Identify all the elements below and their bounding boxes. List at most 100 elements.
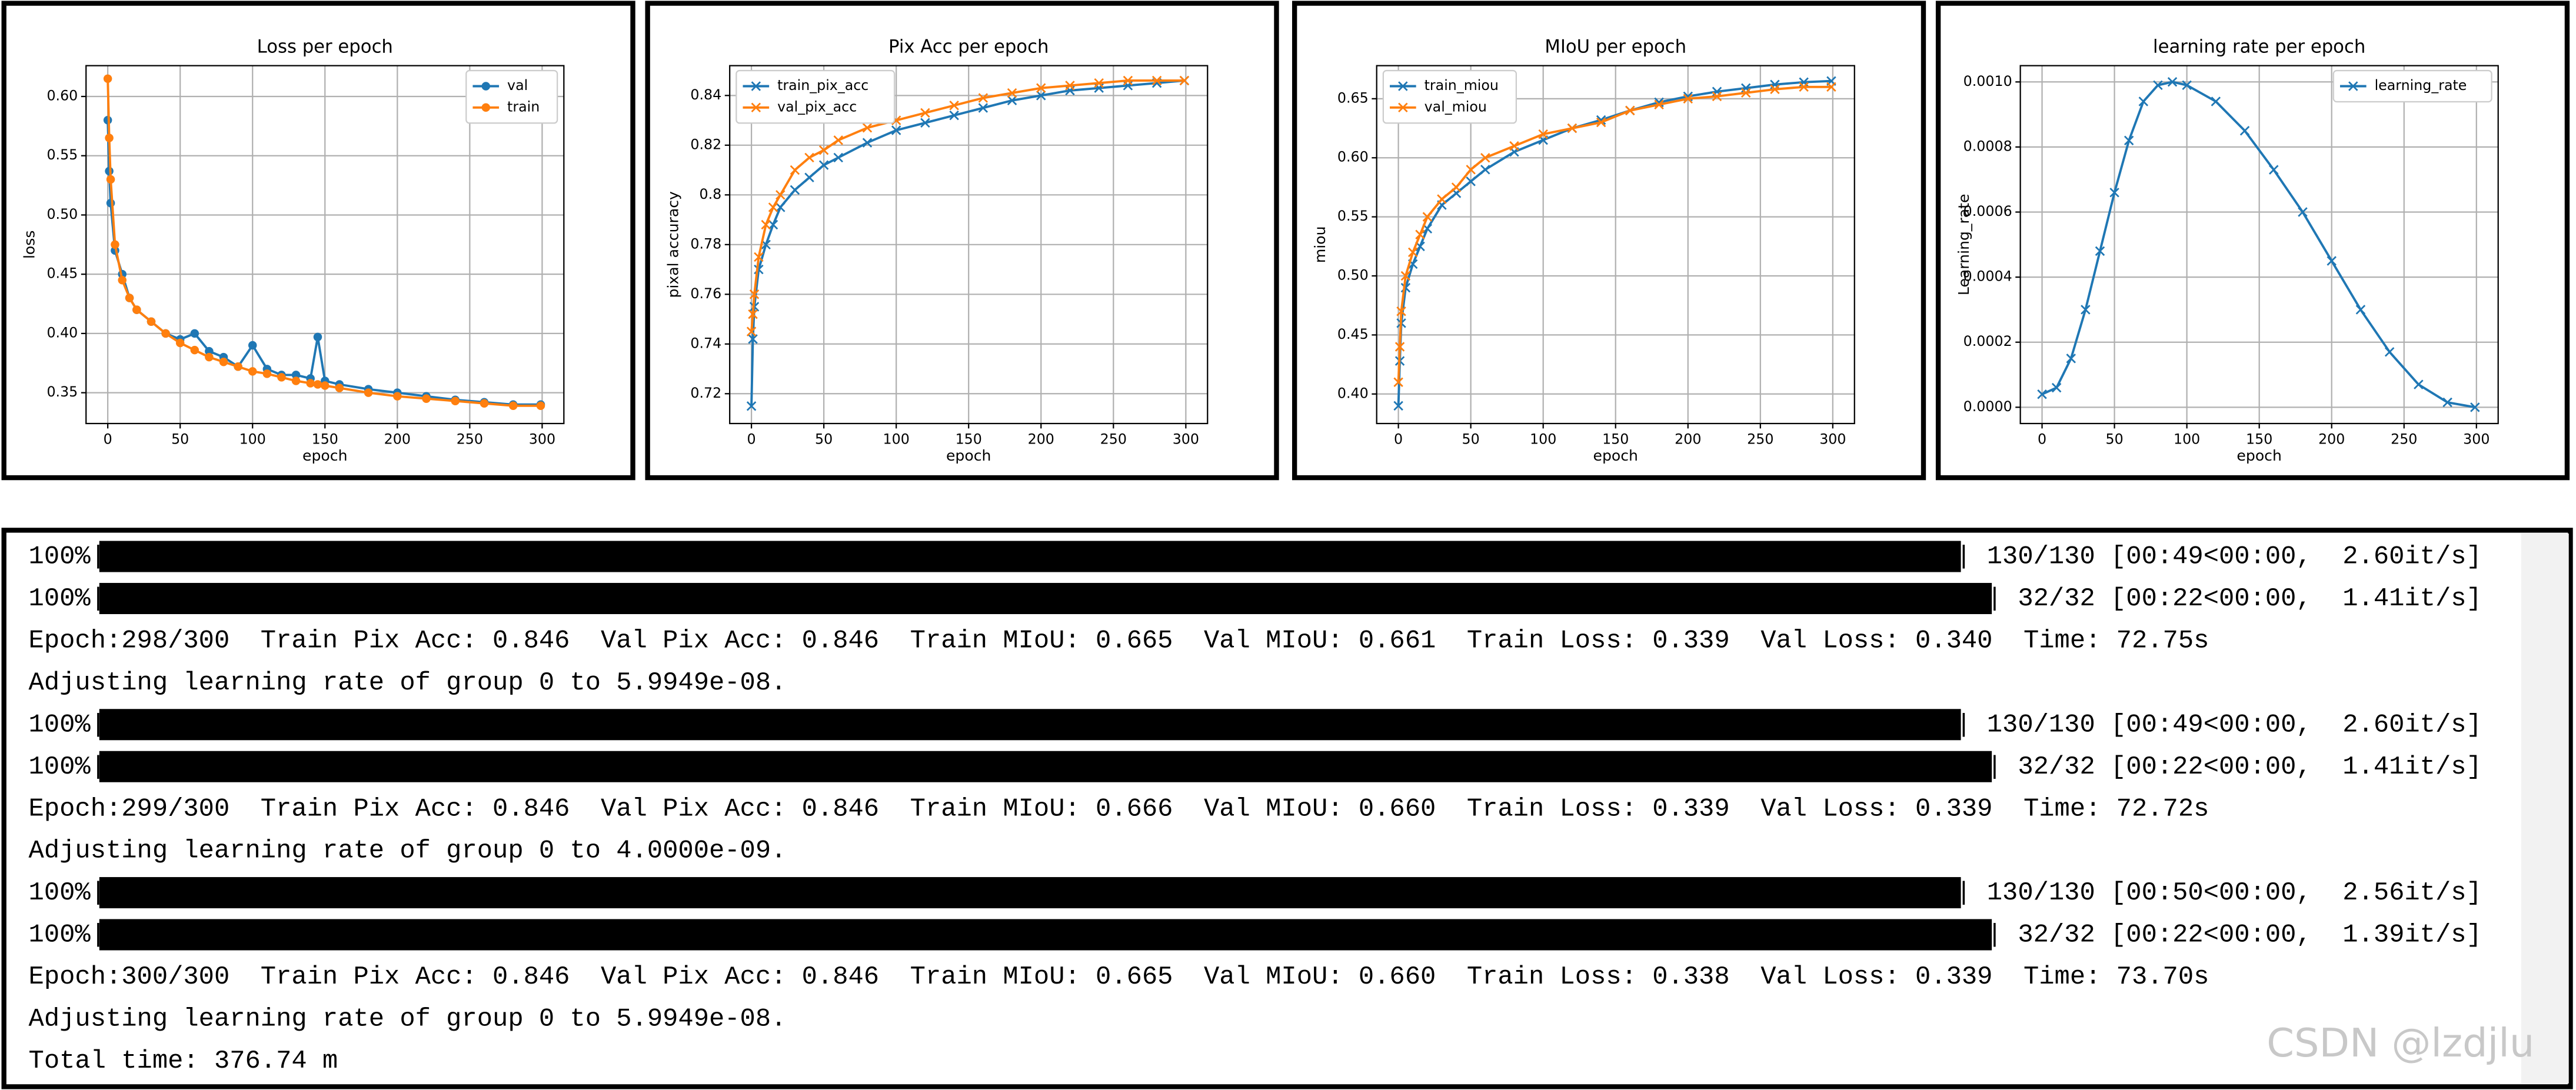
- watermark: CSDN @lzdjlu: [2267, 1020, 2534, 1066]
- data-point: [205, 352, 214, 362]
- data-point: [920, 118, 930, 128]
- data-point: [833, 152, 843, 163]
- y-tick-label: 0.0000: [1963, 398, 2012, 415]
- y-tick-label: 0.82: [690, 136, 721, 152]
- legend-label: learning_rate: [2375, 77, 2467, 94]
- progress-percent: 100%|: [29, 921, 106, 950]
- data-point: [1036, 83, 1046, 93]
- data-point: [2384, 347, 2395, 357]
- data-point: [1007, 88, 1017, 98]
- x-tick-label: 0: [1394, 431, 1403, 447]
- data-point: [1826, 82, 1836, 92]
- legend-marker: [751, 81, 761, 91]
- scrollbar: [2521, 533, 2569, 1084]
- data-point: [1538, 129, 1548, 139]
- log-line: Total time: 376.74 m: [29, 1047, 338, 1076]
- data-point: [1151, 75, 1162, 86]
- progress-stats: | 32/32 [00:22<00:00, 1.39it/s]: [1987, 921, 2482, 950]
- data-point: [2442, 397, 2452, 408]
- y-tick-label: 0.74: [690, 335, 721, 351]
- data-point: [1480, 152, 1490, 163]
- x-tick-label: 100: [1530, 431, 1556, 447]
- y-tick-label: 0.60: [1337, 149, 1369, 165]
- x-tick-label: 300: [2463, 431, 2490, 447]
- data-point: [1422, 212, 1433, 222]
- data-point: [1393, 401, 1403, 411]
- legend-marker: [1398, 102, 1408, 113]
- data-point: [2298, 207, 2308, 217]
- data-point: [1123, 75, 1133, 86]
- data-point: [1451, 182, 1462, 192]
- y-tick-label: 0.45: [1337, 326, 1369, 342]
- data-point: [978, 103, 989, 113]
- y-tick-label: 0.35: [46, 384, 78, 400]
- data-point: [111, 240, 119, 249]
- x-tick-label: 250: [1747, 431, 1773, 447]
- y-tick-label: 0.55: [1337, 208, 1369, 224]
- x-tick-label: 0: [747, 431, 756, 447]
- data-point: [393, 392, 402, 401]
- legend-box: [1382, 69, 1517, 124]
- data-point: [761, 219, 771, 230]
- chart-title: Loss per epoch: [257, 36, 393, 57]
- data-point: [804, 172, 814, 182]
- data-point: [2355, 305, 2366, 315]
- data-point: [768, 202, 778, 212]
- data-point: [2109, 188, 2119, 198]
- data-point: [2153, 80, 2163, 91]
- progress-percent: 100%|: [29, 879, 106, 908]
- data-point: [161, 329, 170, 338]
- data-point: [1740, 88, 1751, 98]
- data-point: [891, 125, 901, 135]
- x-tick-label: 200: [384, 431, 411, 447]
- data-point: [132, 305, 141, 314]
- legend-label: val_pix_acc: [777, 98, 857, 115]
- data-point: [1799, 82, 1809, 92]
- data-point: [748, 334, 758, 344]
- plot-frame: [2019, 65, 2499, 425]
- chart-title: learning rate per epoch: [2153, 36, 2365, 57]
- y-tick-label: 0.45: [46, 265, 78, 282]
- data-point: [833, 135, 843, 145]
- legend-label: train: [507, 98, 540, 115]
- data-point: [335, 384, 344, 392]
- progress-bar: [99, 709, 1961, 741]
- data-point: [1596, 117, 1606, 128]
- data-point: [1393, 377, 1403, 387]
- y-tick-label: 0.40: [1337, 385, 1369, 401]
- data-point: [248, 367, 257, 376]
- data-point: [776, 190, 786, 200]
- x-tick-label: 150: [956, 431, 982, 447]
- y-tick-label: 0.78: [690, 235, 721, 252]
- x-tick-label: 50: [2105, 431, 2123, 447]
- y-tick-label: 0.50: [1337, 267, 1369, 284]
- data-point: [1415, 229, 1425, 239]
- x-tick-label: 200: [2318, 431, 2345, 447]
- legend-box: [2332, 69, 2492, 103]
- data-point: [1625, 105, 1635, 116]
- x-tick-label: 100: [883, 431, 910, 447]
- data-point: [118, 275, 127, 285]
- x-tick-label: 100: [2174, 431, 2200, 447]
- x-axis-label: epoch: [302, 447, 347, 464]
- data-point: [804, 152, 814, 163]
- y-axis-label: Learning_rate: [1955, 194, 1972, 296]
- data-point: [219, 357, 228, 366]
- legend-box: [735, 69, 896, 124]
- data-point: [2414, 379, 2424, 389]
- data-point: [790, 165, 800, 175]
- data-point: [1179, 75, 1190, 86]
- x-tick-label: 50: [171, 431, 189, 447]
- data-point: [1036, 91, 1046, 101]
- y-tick-label: 0.0004: [1963, 268, 2012, 285]
- legend-marker: [1398, 81, 1408, 91]
- data-point: [949, 110, 959, 121]
- data-point: [2138, 96, 2149, 106]
- data-point: [306, 379, 315, 388]
- y-tick-label: 0.72: [690, 385, 721, 401]
- data-point: [291, 376, 301, 385]
- data-point: [1466, 176, 1476, 186]
- progress-percent: 100%|: [29, 711, 106, 739]
- plot-frame: [1376, 65, 1855, 425]
- data-point: [818, 145, 829, 155]
